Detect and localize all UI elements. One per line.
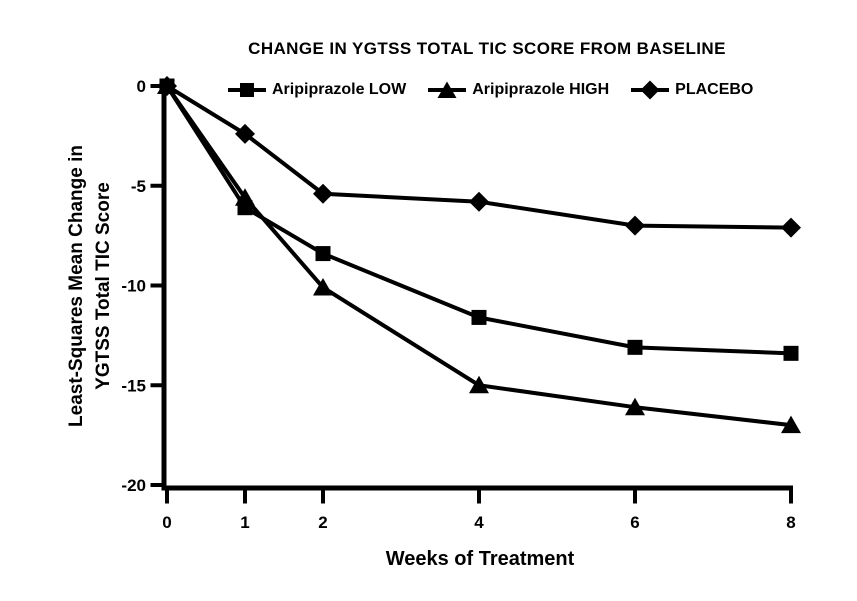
- triangle-data-point-aripiprazole-high: [625, 397, 645, 416]
- y-axis-label-line2: YGTSS Total TIC Score: [93, 182, 114, 390]
- square-data-point-aripiprazole-low: [471, 309, 487, 325]
- triangle-data-point-aripiprazole-high: [313, 277, 333, 296]
- square-marker-icon: [228, 83, 266, 97]
- y-tick-label: 0: [137, 77, 146, 96]
- square-data-point-aripiprazole-low: [315, 246, 331, 262]
- y-tick-label: -5: [131, 177, 146, 196]
- x-tick-label: 4: [474, 513, 484, 532]
- diamond-data-point-placebo: [781, 217, 801, 238]
- x-axis-label: Weeks of Treatment: [385, 548, 575, 570]
- legend-item-aripiprazole-low: Aripiprazole LOW: [227, 80, 406, 100]
- legend-item-aripiprazole-high: Aripiprazole HIGH: [427, 80, 609, 100]
- y-axis-label: Least-Squares Mean Change in YGTSS Total…: [63, 76, 117, 496]
- triangle-data-point-aripiprazole-high: [235, 188, 255, 206]
- triangle-marker-icon: [428, 81, 467, 98]
- chart-title: CHANGE IN YGTSS TOTAL TIC SCORE FROM BAS…: [248, 39, 726, 58]
- x-tick-label: 0: [162, 513, 171, 532]
- x-tick-label: 8: [786, 513, 795, 532]
- y-tick-label: -15: [121, 376, 146, 395]
- y-axis-label-line1: Least-Squares Mean Change in: [66, 145, 87, 427]
- series-line-placebo: [165, 84, 792, 230]
- legend-label-aripiprazole-low: Aripiprazole LOW: [272, 81, 407, 98]
- series-line-aripiprazole-low: [165, 84, 792, 356]
- triangle-data-point-aripiprazole-high: [781, 415, 801, 434]
- legend-item-placebo: PLACEBO: [630, 80, 753, 100]
- x-tick-label: 6: [630, 513, 639, 532]
- y-tick-label: -10: [121, 277, 146, 296]
- triangle-data-point-aripiprazole-high: [469, 375, 489, 394]
- legend-label-placebo: PLACEBO: [675, 81, 754, 98]
- diamond-data-point-placebo: [469, 191, 489, 212]
- diamond-data-point-placebo: [235, 123, 255, 144]
- triangle-data-point-aripiprazole-high: [157, 76, 177, 94]
- diamond-marker-icon: [631, 80, 670, 100]
- y-tick-label: -20: [121, 476, 146, 495]
- square-data-point-aripiprazole-low: [783, 345, 799, 361]
- series-line-aripiprazole-high: [165, 84, 792, 428]
- x-tick-label: 1: [240, 513, 249, 532]
- x-tick-label: 2: [318, 513, 327, 532]
- legend: Aripiprazole LOW Aripiprazole HIGH PLACE…: [227, 80, 753, 100]
- diamond-data-point-placebo: [313, 183, 333, 204]
- diamond-data-point-placebo: [625, 215, 645, 236]
- square-data-point-aripiprazole-low: [627, 339, 643, 355]
- legend-label-aripiprazole-high: Aripiprazole HIGH: [472, 81, 610, 98]
